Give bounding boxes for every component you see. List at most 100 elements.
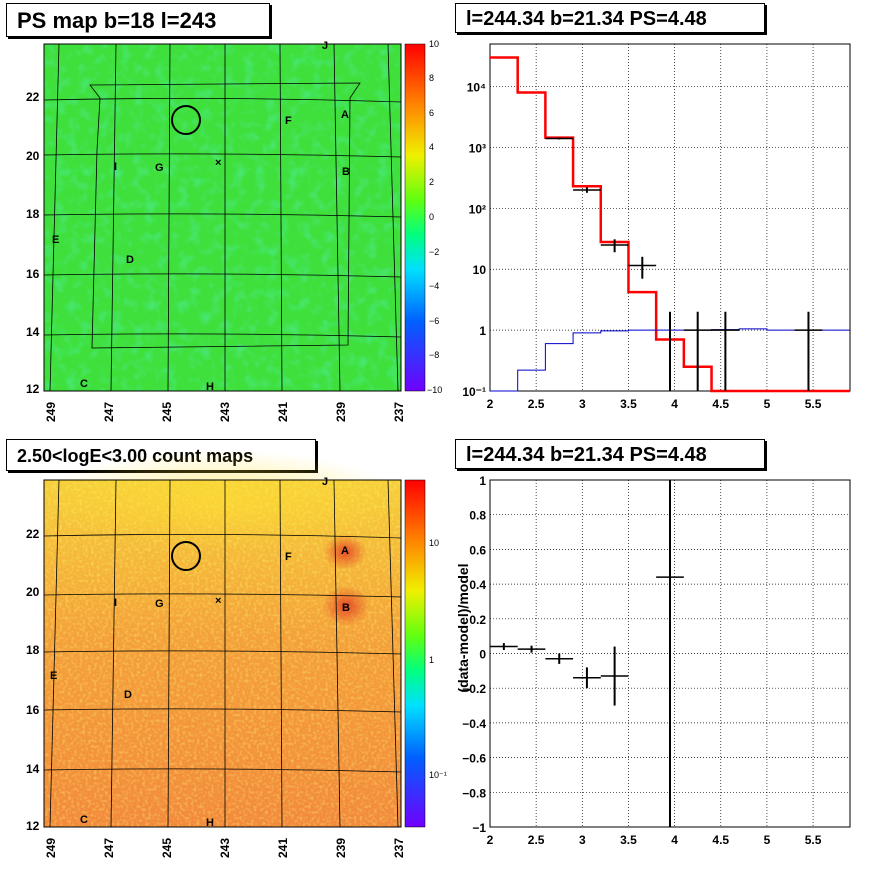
count-map-xticks: 249 247 245 243 241 239 237 [44, 838, 406, 858]
residual-ytick-label: 0 [479, 648, 486, 662]
spectrum-xtick-label: 4 [671, 397, 678, 411]
residual-ytick-label: −1 [472, 821, 486, 835]
residual-ytick-label: −0.6 [462, 752, 486, 766]
residual-data-point [490, 643, 518, 651]
spectrum-data-point [545, 137, 574, 140]
residual-data-point [573, 667, 601, 689]
ps-marker-F: F [285, 115, 292, 127]
spectrum-data-point [794, 311, 823, 391]
residual-ytick-label: 0.6 [469, 543, 486, 557]
ps-marker-A: A [341, 109, 349, 121]
spectrum-xtick-label: 2.5 [528, 397, 545, 411]
count-xtick-237: 237 [392, 838, 406, 858]
residual-ytick-label: −0.4 [462, 717, 486, 731]
count-xtick-247: 247 [102, 838, 116, 858]
residual-data-points [490, 480, 684, 827]
ps-map-cross: × [215, 157, 221, 169]
spectrum-model-series [490, 56, 850, 393]
residual-xtick-label: 2.5 [528, 833, 545, 847]
residual-ytick-label: −0.8 [462, 786, 486, 800]
ps-cbar-tick-6: 6 [429, 108, 434, 118]
count-ytick-14: 14 [26, 762, 40, 776]
spectrum-ytick-label: 10² [469, 202, 486, 216]
count-marker-F: F [285, 551, 292, 563]
ps-colorbar-ticks: 10 8 6 4 2 0 −2 −4 −6 −8 −10 [427, 39, 442, 395]
count-xtick-239: 239 [334, 838, 348, 858]
ps-marker-I: I [114, 161, 117, 173]
spectrum-ytick-label: 10⁻¹ [462, 385, 486, 399]
spectrum-data-point [573, 187, 601, 193]
count-cbar-tick-1: 1 [429, 655, 434, 665]
spectrum-ytick-label: 10³ [469, 141, 486, 155]
count-ytick-22: 22 [26, 527, 40, 541]
ps-marker-J: J [322, 40, 328, 52]
count-xtick-249: 249 [44, 838, 58, 858]
ps-cbar-tick-m8: −8 [429, 350, 439, 360]
ps-marker-B: B [342, 166, 350, 178]
residual-ytick-label: −0.2 [462, 682, 486, 696]
spectrum-ytick-label: 10 [473, 263, 487, 277]
spectrum-title: l=244.34 b=21.34 PS=4.48 [455, 3, 765, 33]
spectrum-data-point [683, 311, 712, 391]
count-map-cross: × [215, 595, 221, 607]
residual-xtick-label: 5.5 [805, 833, 822, 847]
ps-map-frame [43, 43, 402, 392]
count-ytick-12: 12 [26, 819, 40, 833]
ps-ytick-12: 12 [26, 382, 40, 396]
count-map-panel: × J A F G I B E D C H 12 14 16 18 20 22 … [26, 450, 447, 858]
spectrum-data-point [628, 256, 657, 279]
count-marker-B: B [342, 602, 350, 614]
count-marker-J: J [322, 476, 328, 488]
ps-cbar-tick-m6: −6 [429, 316, 439, 326]
ps-cbar-tick-m4: −4 [429, 281, 439, 291]
ps-xtick-245: 245 [160, 402, 174, 422]
ps-xtick-247: 247 [102, 402, 116, 422]
residual-data-point [656, 480, 684, 827]
ps-marker-G: G [155, 162, 164, 174]
residual-ytick-label: 0.8 [469, 509, 486, 523]
count-xtick-243: 243 [218, 838, 232, 858]
residual-ylabel: (data-model)/model [455, 563, 471, 692]
residual-yticks: −1 −0.8 −0.6 −0.4 −0.2 0 0.2 0.4 0.6 0.8 1 [462, 474, 486, 835]
residual-data-point [600, 646, 629, 706]
count-ytick-18: 18 [26, 643, 40, 657]
ps-marker-D: D [126, 254, 134, 266]
residual-title: l=244.34 b=21.34 PS=4.48 [455, 439, 765, 469]
count-marker-I: I [114, 597, 117, 609]
spectrum-xtick-label: 3.5 [620, 397, 637, 411]
count-marker-H: H [206, 817, 214, 829]
ps-xtick-239: 239 [334, 402, 348, 422]
residual-ytick-label: 0.4 [469, 578, 486, 592]
ps-ytick-20: 20 [26, 149, 40, 163]
spectrum-xtick-label: 3 [579, 397, 586, 411]
ps-xtick-249: 249 [44, 402, 58, 422]
ps-ytick-16: 16 [26, 267, 40, 281]
ps-map-texture [44, 44, 401, 391]
count-xtick-245: 245 [160, 838, 174, 858]
residual-xtick-label: 4 [671, 833, 678, 847]
residual-xtick-label: 3.5 [620, 833, 637, 847]
ps-cbar-tick-8: 8 [429, 73, 434, 83]
spectrum-data-point [600, 239, 629, 253]
ps-ytick-22: 22 [26, 90, 40, 104]
ps-cbar-tick-4: 4 [429, 142, 434, 152]
ps-marker-H: H [206, 381, 214, 393]
count-cbar-tick-0p1: 10⁻¹ [429, 770, 447, 780]
ps-cbar-tick-10: 10 [429, 39, 439, 49]
residual-xticks: 2 2.5 3 3.5 4 4.5 5 5.5 [487, 833, 822, 847]
spectrum-background-step-line [490, 328, 850, 392]
count-marker-A: A [341, 545, 349, 557]
ps-ytick-18: 18 [26, 207, 40, 221]
spectrum-yticks: 10⁻¹ 1 10 10² 10³ 10⁴ [462, 81, 486, 399]
residual-xtick-label: 3 [579, 833, 586, 847]
count-colorbar [404, 479, 426, 828]
count-ytick-16: 16 [26, 703, 40, 717]
ps-map-source-circle [171, 105, 201, 135]
ps-marker-C: C [80, 378, 88, 390]
spectrum-xtick-label: 2 [487, 397, 494, 411]
ps-marker-E: E [52, 234, 59, 246]
count-marker-E: E [50, 670, 57, 682]
count-cbar-tick-10: 10 [429, 538, 439, 548]
ps-cbar-tick-2: 2 [429, 177, 434, 187]
